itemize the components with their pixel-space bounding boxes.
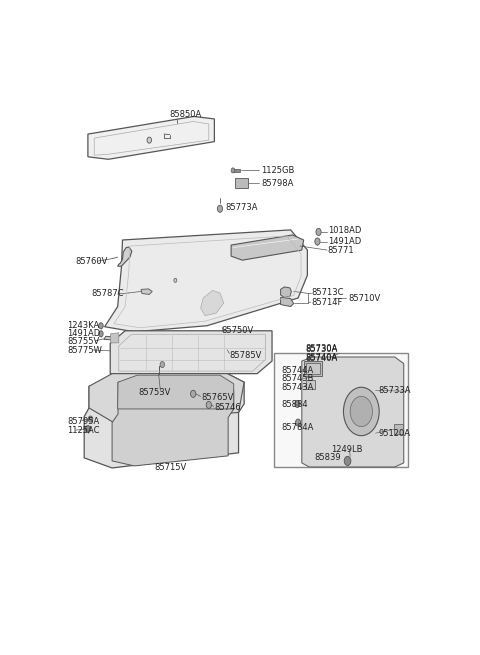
- Text: 85743A: 85743A: [281, 383, 314, 392]
- Polygon shape: [141, 289, 152, 295]
- Text: 95120A: 95120A: [378, 428, 410, 438]
- Text: 85740A: 85740A: [305, 354, 338, 362]
- Polygon shape: [88, 117, 215, 159]
- Text: 85744A: 85744A: [281, 366, 313, 375]
- Text: 1243KA: 1243KA: [67, 321, 100, 329]
- Text: 85773A: 85773A: [226, 203, 258, 212]
- Circle shape: [88, 416, 93, 422]
- Bar: [304, 361, 322, 376]
- Polygon shape: [84, 373, 244, 468]
- Polygon shape: [112, 383, 234, 466]
- Polygon shape: [281, 287, 291, 297]
- Text: 85760V: 85760V: [75, 257, 107, 266]
- Circle shape: [147, 137, 152, 143]
- Text: 1249LB: 1249LB: [332, 445, 363, 454]
- Text: 85730A: 85730A: [305, 345, 338, 354]
- Text: 85839: 85839: [315, 453, 341, 462]
- Text: 85771: 85771: [328, 246, 354, 255]
- Text: 85784A: 85784A: [281, 423, 314, 432]
- Text: 85715V: 85715V: [155, 464, 187, 472]
- Text: 85765V: 85765V: [202, 393, 234, 402]
- Circle shape: [174, 278, 177, 282]
- Bar: [274, 354, 408, 467]
- Circle shape: [160, 362, 165, 367]
- Circle shape: [350, 396, 372, 426]
- Circle shape: [206, 402, 211, 409]
- Text: 85884: 85884: [281, 400, 308, 409]
- Text: 85713C: 85713C: [311, 288, 344, 297]
- Text: 1125AC: 1125AC: [67, 426, 100, 435]
- Polygon shape: [118, 375, 234, 409]
- Text: 1018AD: 1018AD: [328, 227, 361, 235]
- Polygon shape: [104, 336, 131, 341]
- Bar: [305, 363, 320, 373]
- Text: 1491AD: 1491AD: [67, 329, 101, 338]
- Circle shape: [344, 457, 351, 466]
- Text: 85730A: 85730A: [305, 344, 338, 353]
- Circle shape: [85, 426, 91, 433]
- Polygon shape: [105, 230, 307, 332]
- Text: 1125GB: 1125GB: [261, 166, 294, 175]
- Polygon shape: [110, 333, 119, 343]
- Text: 85746: 85746: [215, 403, 241, 413]
- Circle shape: [99, 331, 103, 337]
- Text: 85755V: 85755V: [67, 337, 100, 346]
- Text: 85740A: 85740A: [305, 352, 338, 362]
- Polygon shape: [281, 297, 294, 307]
- Circle shape: [191, 390, 196, 398]
- Ellipse shape: [321, 373, 335, 384]
- Polygon shape: [302, 357, 404, 467]
- Polygon shape: [89, 373, 244, 422]
- Text: 85787C: 85787C: [92, 290, 124, 299]
- Circle shape: [295, 400, 300, 407]
- Bar: [233, 169, 240, 172]
- Text: 85785V: 85785V: [229, 351, 262, 360]
- Text: 85750V: 85750V: [222, 326, 254, 335]
- Text: 85753V: 85753V: [138, 388, 170, 397]
- Polygon shape: [231, 235, 304, 260]
- Text: 85710V: 85710V: [348, 294, 381, 303]
- Polygon shape: [118, 247, 132, 266]
- Text: 85745B: 85745B: [281, 374, 314, 383]
- Circle shape: [296, 419, 300, 426]
- Text: 85733A: 85733A: [378, 386, 410, 395]
- Bar: [235, 178, 248, 187]
- Text: 85775W: 85775W: [67, 346, 102, 356]
- Circle shape: [344, 387, 379, 436]
- Bar: [394, 424, 403, 434]
- Circle shape: [315, 238, 320, 245]
- Text: 85850A: 85850A: [170, 111, 202, 119]
- Circle shape: [99, 323, 103, 329]
- Circle shape: [217, 205, 223, 212]
- Polygon shape: [110, 331, 272, 373]
- Polygon shape: [201, 290, 224, 316]
- Text: 85714F: 85714F: [311, 297, 342, 307]
- Circle shape: [231, 168, 235, 173]
- Circle shape: [316, 229, 321, 235]
- Text: 1491AD: 1491AD: [328, 236, 361, 246]
- Text: 85798A: 85798A: [261, 179, 293, 187]
- Bar: [305, 380, 315, 389]
- Text: 85795A: 85795A: [67, 417, 100, 426]
